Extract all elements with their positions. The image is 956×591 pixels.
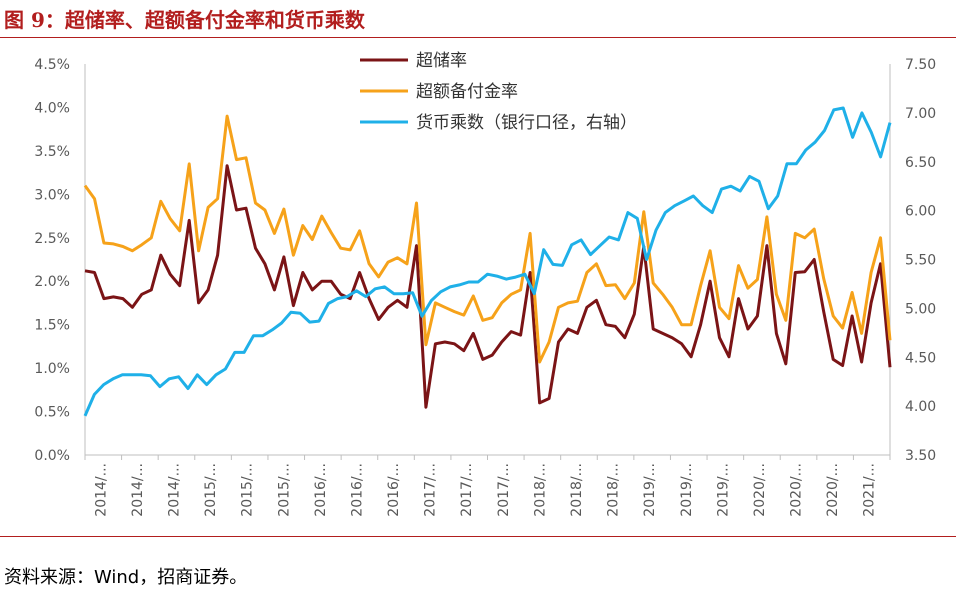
x-axis-tick-label: 2014/... — [130, 463, 146, 517]
x-axis-tick-label: 2019/... — [679, 463, 695, 517]
figure-title: 图 9：超储率、超额备付金率和货币乘数 — [4, 8, 365, 32]
x-axis-tick-label: 2020/... — [752, 463, 768, 517]
legend-label-2: 超额备付金率 — [416, 82, 518, 102]
x-axis-tick-label: 2017/... — [496, 463, 512, 517]
x-axis-tick-label: 2016/... — [313, 463, 329, 517]
left-axis-tick-label: 0.5% — [34, 405, 70, 421]
x-axis-tick-label: 2019/... — [642, 463, 658, 517]
left-axis-tick-label: 2.0% — [34, 274, 70, 290]
series-line-2 — [83, 114, 892, 364]
x-axis-tick-label: 2020/... — [825, 463, 841, 517]
series-line-1 — [84, 164, 892, 409]
left-axis-tick-label: 0.0% — [34, 448, 70, 464]
left-axis-tick-label: 1.0% — [34, 361, 70, 377]
x-axis-tick-label: 2016/... — [349, 463, 365, 517]
right-axis-tick-label: 3.50 — [905, 448, 936, 464]
right-axis-tick-label: 6.00 — [905, 204, 936, 220]
left-axis-tick-label: 3.5% — [34, 144, 70, 160]
footer-rule — [0, 536, 956, 537]
left-axis-tick-label: 4.0% — [34, 100, 70, 116]
right-axis-tick-label: 7.50 — [905, 57, 936, 73]
title-rule — [0, 37, 956, 38]
right-axis-tick-label: 6.50 — [905, 155, 936, 171]
x-axis-tick-label: 2017/... — [423, 463, 439, 517]
x-axis-tick-label: 2015/... — [240, 463, 256, 517]
right-axis-tick-label: 4.50 — [905, 350, 936, 366]
right-axis-tick-label: 5.00 — [905, 301, 936, 317]
left-axis-tick-label: 1.5% — [34, 318, 70, 334]
legend-label-3: 货币乘数（银行口径，右轴） — [416, 113, 637, 133]
x-axis-tick-label: 2016/... — [386, 463, 402, 517]
source-note: 资料来源：Wind，招商证券。 — [4, 567, 248, 588]
x-axis-tick-label: 2021/... — [862, 463, 878, 517]
left-axis-tick-label: 2.5% — [34, 231, 70, 247]
x-axis-tick-label: 2014/... — [166, 463, 182, 517]
x-axis-tick-label: 2018/... — [532, 463, 548, 517]
x-axis-tick-label: 2018/... — [569, 463, 585, 517]
left-axis-tick-label: 4.5% — [34, 57, 70, 73]
x-axis-tick-label: 2019/... — [715, 463, 731, 517]
x-axis-tick-label: 2014/... — [93, 463, 109, 517]
x-axis-tick-label: 2015/... — [276, 463, 292, 517]
x-axis-tick-label: 2015/... — [203, 463, 219, 517]
left-axis-tick-label: 3.0% — [34, 187, 70, 203]
x-axis-tick-label: 2017/... — [459, 463, 475, 517]
x-axis-tick-label: 2018/... — [606, 463, 622, 517]
right-axis-tick-label: 5.50 — [905, 253, 936, 269]
line-chart: 0.0% 0.5% 1.0% 1.5% 2.0% 2.5% 3.0% 3.5% 4.0% 4.5%… — [34, 51, 936, 517]
x-axis-tick-label: 2020/... — [789, 463, 805, 517]
right-axis-tick-label: 7.00 — [905, 106, 936, 122]
right-axis-tick-label: 4.00 — [905, 399, 936, 415]
legend-label-1: 超储率 — [416, 51, 467, 71]
series-line-3 — [83, 106, 892, 417]
